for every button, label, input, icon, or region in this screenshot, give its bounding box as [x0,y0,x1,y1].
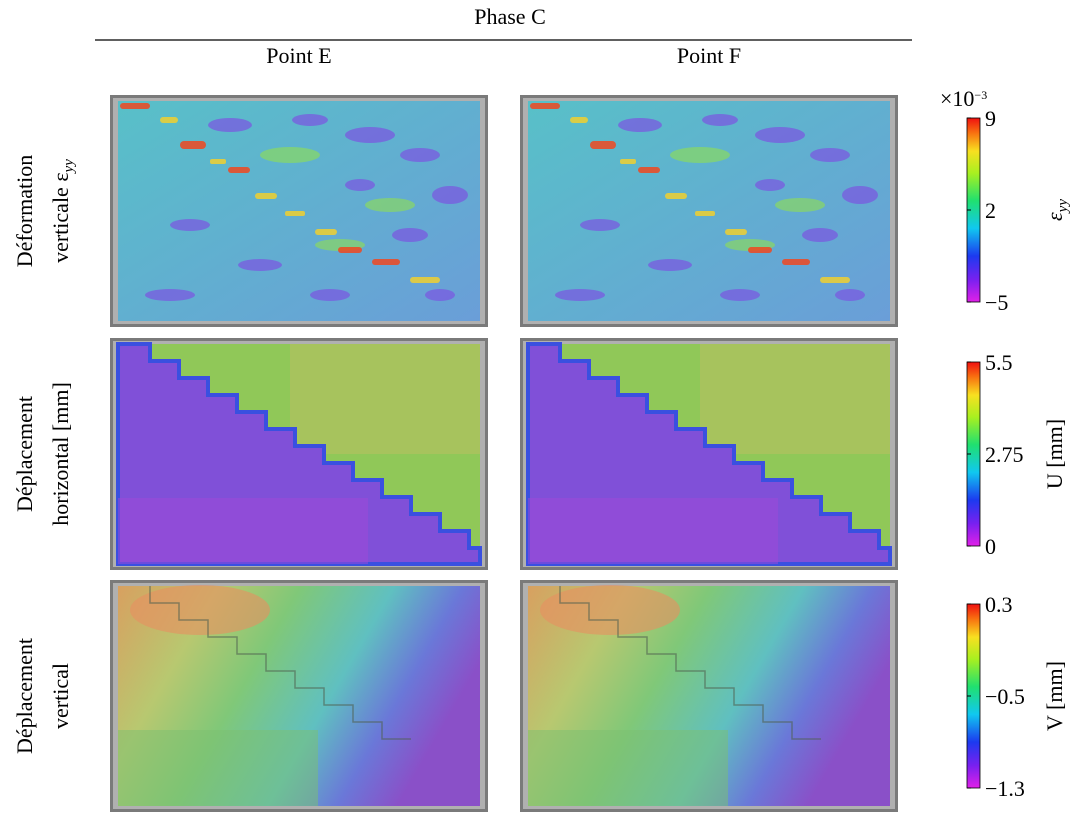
row-label: verticale εyy [48,159,77,263]
colorbar-tick-label: −0.5 [985,684,1025,709]
colorbar-label-text: ε [1042,212,1067,221]
row-label-text: vertical [48,663,73,729]
strain-map [110,95,488,327]
colorbar-label-text: U [mm] [1042,419,1067,489]
colorbar-multiplier: ×10−3 [940,86,987,111]
colorbar-tick-label: 9 [985,106,996,131]
colorbar-label: U [mm] [1042,419,1067,489]
row-label-text: verticale ε [48,172,73,262]
colorbar-label: V [mm] [1042,661,1067,731]
vertical-displacement-map [110,580,488,812]
horizontal-displacement-map [520,338,898,570]
multiplier-exponent: −3 [974,88,987,102]
row-label: Déplacement [12,638,37,754]
colorbar-tick-label: 2.75 [985,442,1024,467]
colorbar-tick-label: 5.5 [985,350,1013,375]
row-label: horizontal [mm] [48,382,73,526]
row-label: Déplacement [12,396,37,512]
horizontal-displacement-map [110,338,488,570]
row-label-subscript: yy [61,159,77,175]
row-label: Déformation [12,155,37,267]
row-label-text: horizontal [mm] [48,382,73,526]
colorbar-label-text: V [mm] [1042,661,1067,731]
row-label-text: Déplacement [12,396,37,512]
colorbar-label: εyy [1042,199,1071,221]
colorbar-tick-label: 0 [985,534,996,559]
colorbar-tick-label: −1.3 [985,776,1025,801]
vertical-displacement-map [520,580,898,812]
colorbar-tick-label: −5 [985,290,1008,315]
column-title: Point E [266,43,331,68]
column-title: Point F [677,43,741,68]
row-label-text: Déformation [12,155,37,267]
colorbar-tick-label: 2 [985,198,996,223]
row-label: vertical [48,663,73,729]
figure-title: Phase C [474,4,546,29]
multiplier-base: ×10 [940,86,974,111]
colorbar-label-subscript: yy [1055,199,1071,215]
row-label-text: Déplacement [12,638,37,754]
strain-map [520,95,898,327]
colorbar-tick-label: 0.3 [985,592,1013,617]
